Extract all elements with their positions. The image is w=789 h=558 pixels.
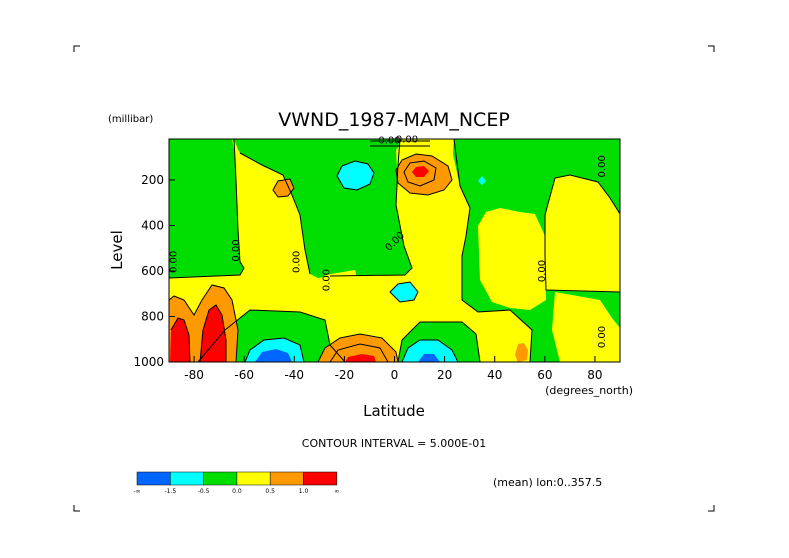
y-units-label: (millibar) <box>108 114 153 125</box>
y-tick-label: 200 <box>141 173 164 187</box>
x-tick-label: 80 <box>587 368 602 382</box>
contour-label: 0.00 <box>378 136 400 147</box>
region-orange-lower-right <box>515 343 528 362</box>
contour-label: 0.00 <box>231 239 242 261</box>
colorbar-label: -0.5 <box>198 488 210 495</box>
colorbar-swatch <box>303 471 338 486</box>
colorbar-label: 1.0 <box>299 488 309 495</box>
colorbar-swatch <box>170 471 204 486</box>
contour-label: 0.00 <box>537 260 548 282</box>
y-axis: 200 400 600 800 1000 <box>133 173 175 369</box>
colorbar-swatch <box>236 471 271 486</box>
region-yellow-upper-a <box>232 139 310 274</box>
contour-label: 0.00 <box>396 134 418 145</box>
x-tick-label: 60 <box>537 368 552 382</box>
contour-label: 0.00 <box>291 251 302 273</box>
x-axis: -80 -60 -40 -20 0 20 40 60 80 <box>184 356 603 382</box>
region-cyan-mid <box>390 282 418 302</box>
colorbar: -∞ -1.5 -0.5 0.0 0.5 1.0 ∞ <box>133 471 339 495</box>
y-tick-label: 1000 <box>133 355 164 369</box>
x-units-label: (degrees_north) <box>545 384 633 397</box>
region-cyan-small <box>478 176 486 185</box>
x-tick-label: -60 <box>234 368 254 382</box>
region-red-upper <box>412 166 429 177</box>
x-axis-label: Latitude <box>363 402 425 420</box>
x-tick-label: 40 <box>487 368 502 382</box>
y-tick-label: 800 <box>141 309 164 323</box>
colorbar-label: 0.5 <box>265 488 275 495</box>
contour-label: 0.00 <box>597 155 608 177</box>
colorbar-label: 0.0 <box>232 488 242 495</box>
region-red-left-a <box>170 318 190 362</box>
colorbar-swatch <box>203 471 238 486</box>
colorbar-swatch <box>136 471 171 486</box>
region-green-left <box>169 139 244 278</box>
x-tick-label: -20 <box>335 368 355 382</box>
region-cyan-lower-right <box>402 340 458 362</box>
region-yellow-right-band <box>552 292 620 362</box>
region-orange-upper-left <box>273 179 294 197</box>
colorbar-label: -1.5 <box>164 488 176 495</box>
corner-marks <box>73 45 715 512</box>
contour-label: 0.00 <box>169 251 180 273</box>
x-tick-label: 0 <box>391 368 399 382</box>
colorbar-label: ∞ <box>334 488 339 495</box>
y-axis-label: Level <box>108 230 126 270</box>
region-blue-lower-left <box>255 349 292 362</box>
colorbar-label: -∞ <box>133 488 140 495</box>
plot-area <box>169 139 620 362</box>
contour-label: 0.00 <box>321 269 332 291</box>
mean-longitude-text: (mean) lon:0..357.5 <box>493 476 602 489</box>
x-tick-label: -80 <box>184 368 204 382</box>
contour-interval-text: CONTOUR INTERVAL = 5.000E-01 <box>302 437 486 450</box>
y-tick-label: 600 <box>141 264 164 278</box>
y-tick-label: 400 <box>141 218 164 232</box>
x-tick-label: 20 <box>437 368 452 382</box>
region-red-lower <box>345 354 376 362</box>
region-cyan-upper <box>337 161 374 190</box>
colorbar-swatch <box>269 471 304 486</box>
region-yellow-right-column <box>478 208 546 310</box>
region-yellow-mid-left <box>322 270 362 310</box>
x-tick-label: -40 <box>284 368 304 382</box>
chart-title: VWND_1987-MAM_NCEP <box>278 109 510 131</box>
region-orange-lower-mid <box>318 334 398 362</box>
region-blue-lower-right <box>418 354 440 362</box>
contour-label: 0.00 <box>597 326 608 348</box>
contour-lines <box>169 139 620 362</box>
